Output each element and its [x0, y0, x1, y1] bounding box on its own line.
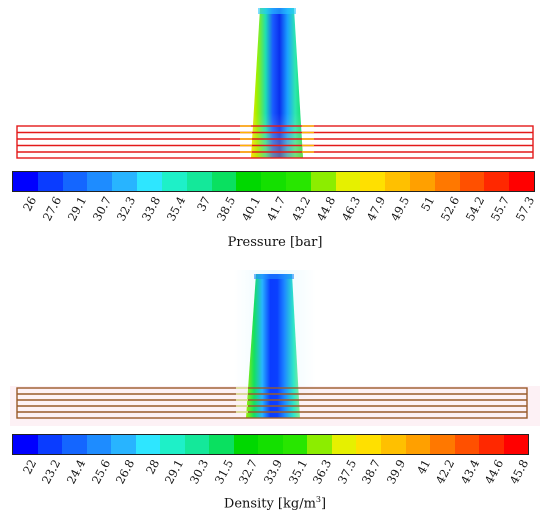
colorbar-segment	[430, 435, 455, 454]
colorbar-segment	[479, 435, 504, 454]
colorbar-segment	[509, 172, 535, 191]
colorbar-segment	[454, 435, 480, 454]
colorbar-segment	[211, 172, 237, 191]
colorbar-segment	[236, 172, 262, 191]
pressure-colorbar	[12, 171, 535, 192]
density-colorbar	[12, 434, 529, 455]
density-stem	[246, 274, 300, 418]
colorbar-segment	[161, 172, 187, 191]
colorbar-segment	[459, 172, 485, 191]
pressure-colorbar-ticks: 26 27.6 29.1 30.7 32.3 33.8 35.4 37 38.5 40.1 41.7…	[19, 194, 538, 224]
colorbar-segment	[137, 172, 162, 191]
density-caption-exponent: 3	[315, 495, 321, 504]
colorbar-segment	[62, 172, 88, 191]
colorbar-segment	[310, 172, 336, 191]
colorbar-segment	[13, 435, 38, 454]
colorbar-segment	[112, 172, 138, 191]
colorbar-segment	[410, 172, 435, 191]
colorbar-segment	[184, 435, 210, 454]
pressure-caption-text: Pressure [bar]	[227, 235, 323, 250]
colorbar-segment	[356, 435, 381, 454]
colorbar-segment	[111, 435, 136, 454]
density-caption-close: ]	[321, 496, 327, 512]
colorbar-segment	[13, 172, 38, 191]
colorbar-segment	[37, 172, 63, 191]
colorbar-segment	[405, 435, 431, 454]
colorbar-segment	[360, 172, 386, 191]
colorbar-segment	[160, 435, 185, 454]
pressure-channels	[16, 125, 534, 159]
colorbar-segment	[233, 435, 259, 454]
colorbar-segment	[385, 172, 410, 191]
pressure-field-diagram	[16, 8, 534, 159]
density-caption-text: Density [kg/m	[223, 496, 316, 512]
colorbar-segment	[62, 435, 87, 454]
density-colorbar-ticks: 22 23.2 24.4 25.6 26.8 28 29.1 30.3 31.5 32.7 33.9…	[19, 457, 532, 487]
density-panel: 22 23.2 24.4 25.6 26.8 28 29.1 30.3 31.5 32.7 33.9…	[0, 266, 550, 521]
colorbar-segment	[331, 435, 357, 454]
colorbar-segment	[434, 172, 460, 191]
colorbar-segment	[285, 172, 311, 191]
colorbar-segment	[282, 435, 308, 454]
pressure-panel: 26 27.6 29.1 30.7 32.3 33.8 35.4 37 38.5 40.1 41.7…	[0, 0, 550, 255]
colorbar-segment	[37, 435, 63, 454]
colorbar-segment	[186, 172, 212, 191]
density-channels	[16, 387, 528, 419]
colorbar-segment	[484, 172, 510, 191]
colorbar-segment	[335, 172, 361, 191]
colorbar-segment	[209, 435, 234, 454]
density-caption: Density [kg/m3]	[0, 495, 550, 511]
colorbar-segment	[307, 435, 332, 454]
density-field-diagram	[10, 270, 540, 426]
colorbar-segment	[86, 435, 112, 454]
colorbar-segment	[503, 435, 529, 454]
pressure-caption: Pressure [bar]	[0, 235, 550, 250]
colorbar-segment	[87, 172, 113, 191]
colorbar-segment	[258, 435, 283, 454]
colorbar-segment	[380, 435, 406, 454]
colorbar-segment	[261, 172, 286, 191]
colorbar-segment	[135, 435, 161, 454]
